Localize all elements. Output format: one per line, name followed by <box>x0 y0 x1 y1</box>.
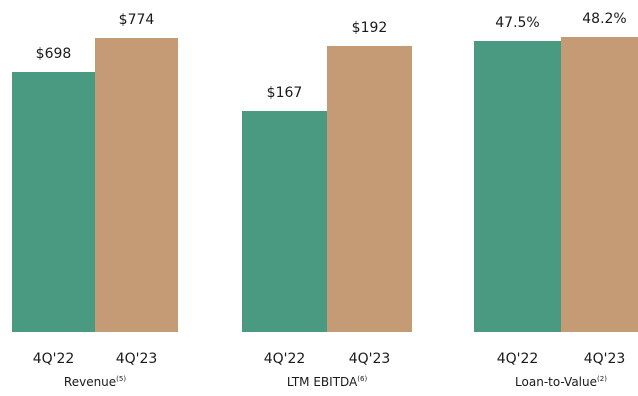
revenue-title: Revenue(5) <box>64 375 126 389</box>
revenue-category-label: 4Q'23 <box>116 351 158 367</box>
loan-to-value-chart: 47.5% 4Q'22 48.2% 4Q'23 Loan-to-Value(2) <box>474 11 638 389</box>
loan-to-value-value-label: 47.5% <box>495 15 539 31</box>
ltm-ebitda-title: LTM EBITDA(6) <box>287 375 368 389</box>
ltm-ebitda-category-label: 4Q'22 <box>264 351 306 367</box>
ltm-ebitda-bar-4q22 <box>242 111 327 332</box>
loan-to-value-title: Loan-to-Value(2) <box>515 375 607 389</box>
loan-to-value-title-footnote: (2) <box>597 375 607 383</box>
ltm-ebitda-value-label: $192 <box>352 20 388 36</box>
ltm-ebitda-chart: $167 4Q'22 $192 4Q'23 LTM EBITDA(6) <box>242 20 412 389</box>
ltm-ebitda-value-label: $167 <box>267 85 303 101</box>
loan-to-value-category-label: 4Q'22 <box>497 351 539 367</box>
revenue-category-label: 4Q'22 <box>33 351 75 367</box>
loan-to-value-category-label: 4Q'23 <box>584 351 626 367</box>
revenue-bar-4q23 <box>95 38 178 332</box>
loan-to-value-value-label: 48.2% <box>582 11 626 27</box>
revenue-value-label: $698 <box>36 46 72 62</box>
revenue-bar-4q22 <box>12 72 95 332</box>
loan-to-value-bar-4q23 <box>561 37 638 332</box>
loan-to-value-title-text: Loan-to-Value <box>515 375 597 389</box>
ltm-ebitda-title-footnote: (6) <box>357 375 367 383</box>
ltm-ebitda-category-label: 4Q'23 <box>349 351 391 367</box>
revenue-value-label: $774 <box>119 12 155 28</box>
ltm-ebitda-title-text: LTM EBITDA <box>287 375 358 389</box>
revenue-title-text: Revenue <box>64 375 116 389</box>
ltm-ebitda-bar-4q23 <box>327 46 412 332</box>
revenue-title-footnote: (5) <box>116 375 126 383</box>
loan-to-value-bar-4q22 <box>474 41 561 332</box>
